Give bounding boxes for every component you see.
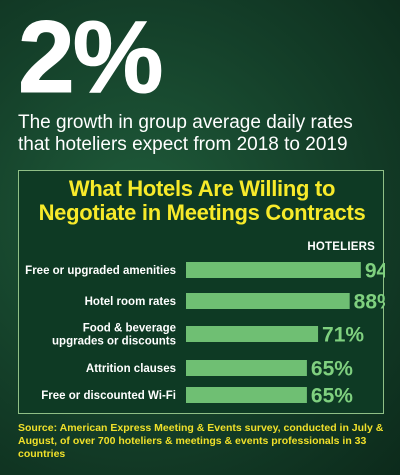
value-label: 65% xyxy=(311,385,353,408)
category-label: upgrades or discounts xyxy=(52,336,176,348)
category-label: Free or discounted Wi-Fi xyxy=(41,390,176,402)
chart-panel: What Hotels Are Willing to Negotiate in … xyxy=(18,170,385,414)
category-label: Food & beverage xyxy=(83,323,176,335)
value-label: 94% xyxy=(365,260,385,283)
bar xyxy=(186,360,307,376)
value-label: 88% xyxy=(354,291,385,314)
bar xyxy=(186,387,307,403)
value-label: 65% xyxy=(311,358,353,381)
value-label: 71% xyxy=(322,324,364,347)
bar xyxy=(186,326,319,342)
bar-chart: Free or upgraded amenities 94% Hotel room … xyxy=(25,260,385,408)
category-label: Attrition clauses xyxy=(86,363,176,375)
category-label: Free or upgraded amenities xyxy=(25,265,176,277)
bar xyxy=(186,262,361,278)
headline-description: The growth in group average daily rates … xyxy=(18,112,353,155)
column-header: HOTELIERS xyxy=(307,241,375,253)
source-note: Source: American Express Meeting & Event… xyxy=(18,422,384,460)
headline-stat: 2% xyxy=(17,0,163,114)
chart-title: What Hotels Are Willing to Negotiate in … xyxy=(38,176,366,225)
category-label: Hotel room rates xyxy=(85,296,176,308)
bar xyxy=(186,293,350,309)
